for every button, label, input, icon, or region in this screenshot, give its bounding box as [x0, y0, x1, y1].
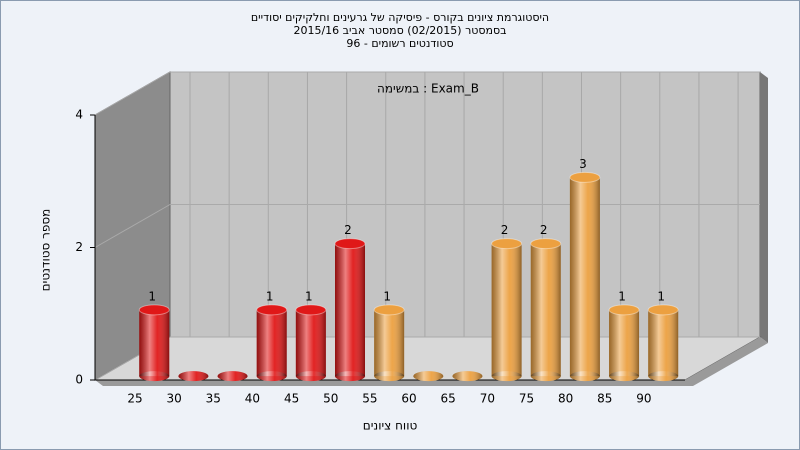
value-label: 1: [618, 289, 626, 303]
bar-shade: [295, 309, 326, 377]
bar-top: [295, 304, 327, 316]
bar-top: [569, 171, 601, 183]
value-label: 3: [579, 157, 587, 171]
x-tick-label: 30: [167, 392, 182, 406]
bar-top: [647, 304, 679, 316]
bar-shade-bottom: [491, 371, 522, 382]
bar-shade-bottom: [335, 371, 365, 382]
title-line: היסטוגרמת ציונים בקורס - פיסיקה של גרעינ…: [251, 11, 549, 24]
bar-shade: [609, 309, 640, 377]
bar: [413, 371, 444, 382]
bar: [217, 371, 248, 382]
bar-top: [334, 238, 366, 250]
bar-shade-bottom: [139, 371, 170, 382]
x-tick-label: 55: [362, 392, 377, 406]
x-tick-label: 50: [323, 392, 338, 406]
bar-top: [373, 304, 405, 316]
bar-shade-bottom: [648, 371, 679, 382]
bar-shade-bottom: [609, 371, 640, 382]
bar-shade: [256, 309, 287, 377]
bar: [491, 238, 523, 382]
annotation: במשימה : Exam_B: [377, 82, 479, 96]
x-tick-label: 40: [245, 392, 260, 406]
bar: [530, 238, 562, 382]
x-tick-label: 60: [401, 392, 416, 406]
bar-shade-bottom: [530, 371, 561, 382]
bar-shade-bottom: [569, 371, 600, 382]
bar-shade-bottom: [374, 371, 405, 382]
bar-shade: [569, 177, 600, 377]
bar: [178, 371, 209, 382]
y-tick-label: 2: [75, 240, 83, 254]
bar: [373, 304, 405, 382]
y-axis-label: מספר סטודנטים: [39, 209, 53, 292]
value-label: 1: [266, 289, 274, 303]
bar-shade-bottom: [256, 371, 287, 382]
bar-shade: [139, 309, 170, 377]
bar-shade-bottom: [295, 371, 326, 382]
bar-top: [530, 238, 562, 250]
value-label: 1: [148, 289, 156, 303]
bar: [334, 238, 366, 382]
y-tick-label: 4: [75, 108, 83, 122]
value-label: 2: [344, 223, 352, 237]
x-axis-label: טווח ציונים: [363, 419, 418, 433]
grid-line: [94, 204, 171, 248]
value-label: 2: [501, 223, 509, 237]
bar: [295, 304, 327, 382]
bar: [608, 304, 640, 382]
bar-top: [608, 304, 640, 316]
bar-shade: [530, 243, 561, 377]
bar-shade: [491, 243, 522, 377]
bar-shade: [335, 243, 365, 377]
x-tick-label: 90: [636, 392, 651, 406]
x-tick-label: 45: [284, 392, 299, 406]
bar: [647, 304, 679, 382]
bar: [138, 304, 170, 382]
grid-line: [94, 71, 171, 116]
value-label: 1: [383, 289, 391, 303]
x-tick-label: 35: [206, 392, 221, 406]
x-tick-label: 25: [127, 392, 142, 406]
value-label: 1: [305, 289, 313, 303]
bar-top: [491, 238, 523, 250]
bar-top: [256, 304, 288, 316]
bar-shade-bottom: [452, 371, 483, 382]
bar-shade: [648, 309, 679, 377]
bar: [452, 371, 483, 382]
value-label: 2: [540, 223, 548, 237]
plot-area: 0 2 4 25 1 30 35 40 1 45 1 50 2 55 1 60 65 70 2 75 2 80 3 85 1 90…: [75, 71, 768, 406]
bar: [256, 304, 288, 382]
bar-shade-bottom: [178, 371, 209, 382]
back-wall-side: [760, 72, 768, 343]
bar-shade-bottom: [217, 371, 248, 382]
floor-edge: [95, 337, 768, 386]
x-tick-label: 75: [519, 392, 534, 406]
title-line: סטודנטים רשומים - 96: [346, 37, 453, 50]
bar-shade-bottom: [413, 371, 444, 382]
bar-shade: [374, 309, 405, 377]
y-tick-label: 0: [75, 373, 83, 387]
x-tick-label: 80: [558, 392, 573, 406]
bar-top: [138, 304, 170, 316]
bar: [569, 171, 601, 382]
x-tick-label: 85: [597, 392, 612, 406]
value-label: 1: [657, 289, 665, 303]
x-tick-label: 65: [441, 392, 456, 406]
title-line: בסמסטר (02/2015) סמסטר אביב 2015/16: [293, 24, 506, 37]
x-tick-label: 70: [480, 392, 495, 406]
